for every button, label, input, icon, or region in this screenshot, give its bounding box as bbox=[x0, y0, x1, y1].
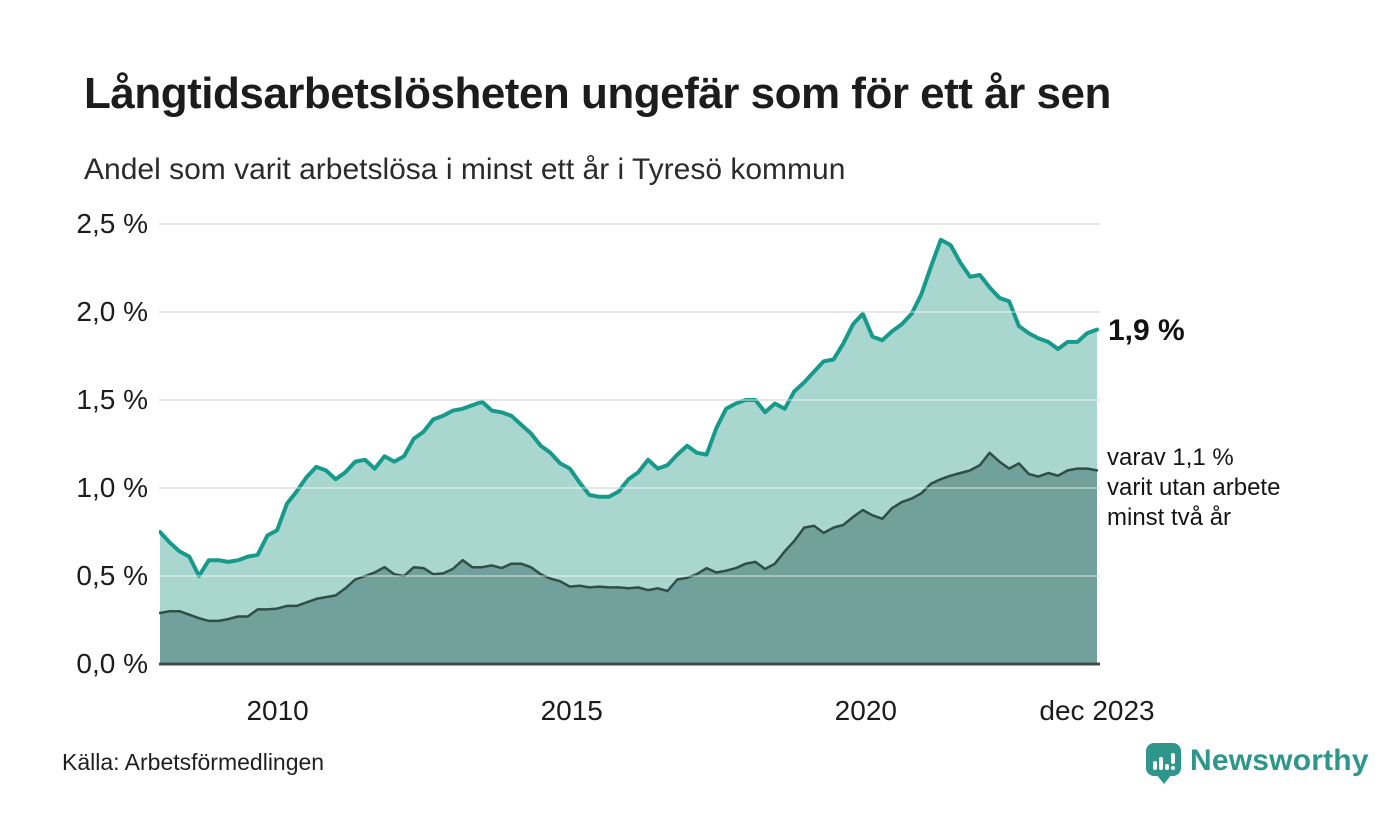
speech-bubble-bar-chart-icon bbox=[1146, 743, 1181, 784]
y-axis-tick-label: 1,0 % bbox=[76, 472, 148, 503]
secondary-series-annotation: varav 1,1 % varit utan arbete minst två … bbox=[1107, 443, 1280, 533]
x-axis-tick-label: dec 2023 bbox=[1039, 695, 1155, 726]
y-axis-tick-label: 0,0 % bbox=[76, 648, 148, 679]
source-attribution: Källa: Arbetsförmedlingen bbox=[62, 749, 325, 775]
chart-subtitle: Andel som varit arbetslösa i minst ett å… bbox=[84, 153, 846, 186]
annotation-line: minst två år bbox=[1107, 504, 1232, 531]
y-axis-tick-label: 2,5 % bbox=[76, 208, 148, 239]
annotation-line: varit utan arbete bbox=[1107, 474, 1281, 501]
y-axis-tick-label: 2,0 % bbox=[76, 296, 148, 327]
x-axis-tick-label: 2020 bbox=[834, 695, 897, 726]
x-axis-tick-label: 2015 bbox=[540, 695, 603, 726]
logo-wordmark: Newsworthy bbox=[1190, 744, 1369, 777]
x-axis-tick-label: 2010 bbox=[246, 695, 309, 726]
latest-value-label: 1,9 % bbox=[1108, 314, 1185, 347]
page-title: Långtidsarbetslösheten ungefär som för e… bbox=[84, 69, 1111, 118]
y-axis-tick-label: 1,5 % bbox=[76, 384, 148, 415]
annotation-line: varav 1,1 % bbox=[1107, 444, 1234, 471]
area-chart bbox=[159, 223, 1100, 666]
y-axis-tick-label: 0,5 % bbox=[76, 560, 148, 591]
